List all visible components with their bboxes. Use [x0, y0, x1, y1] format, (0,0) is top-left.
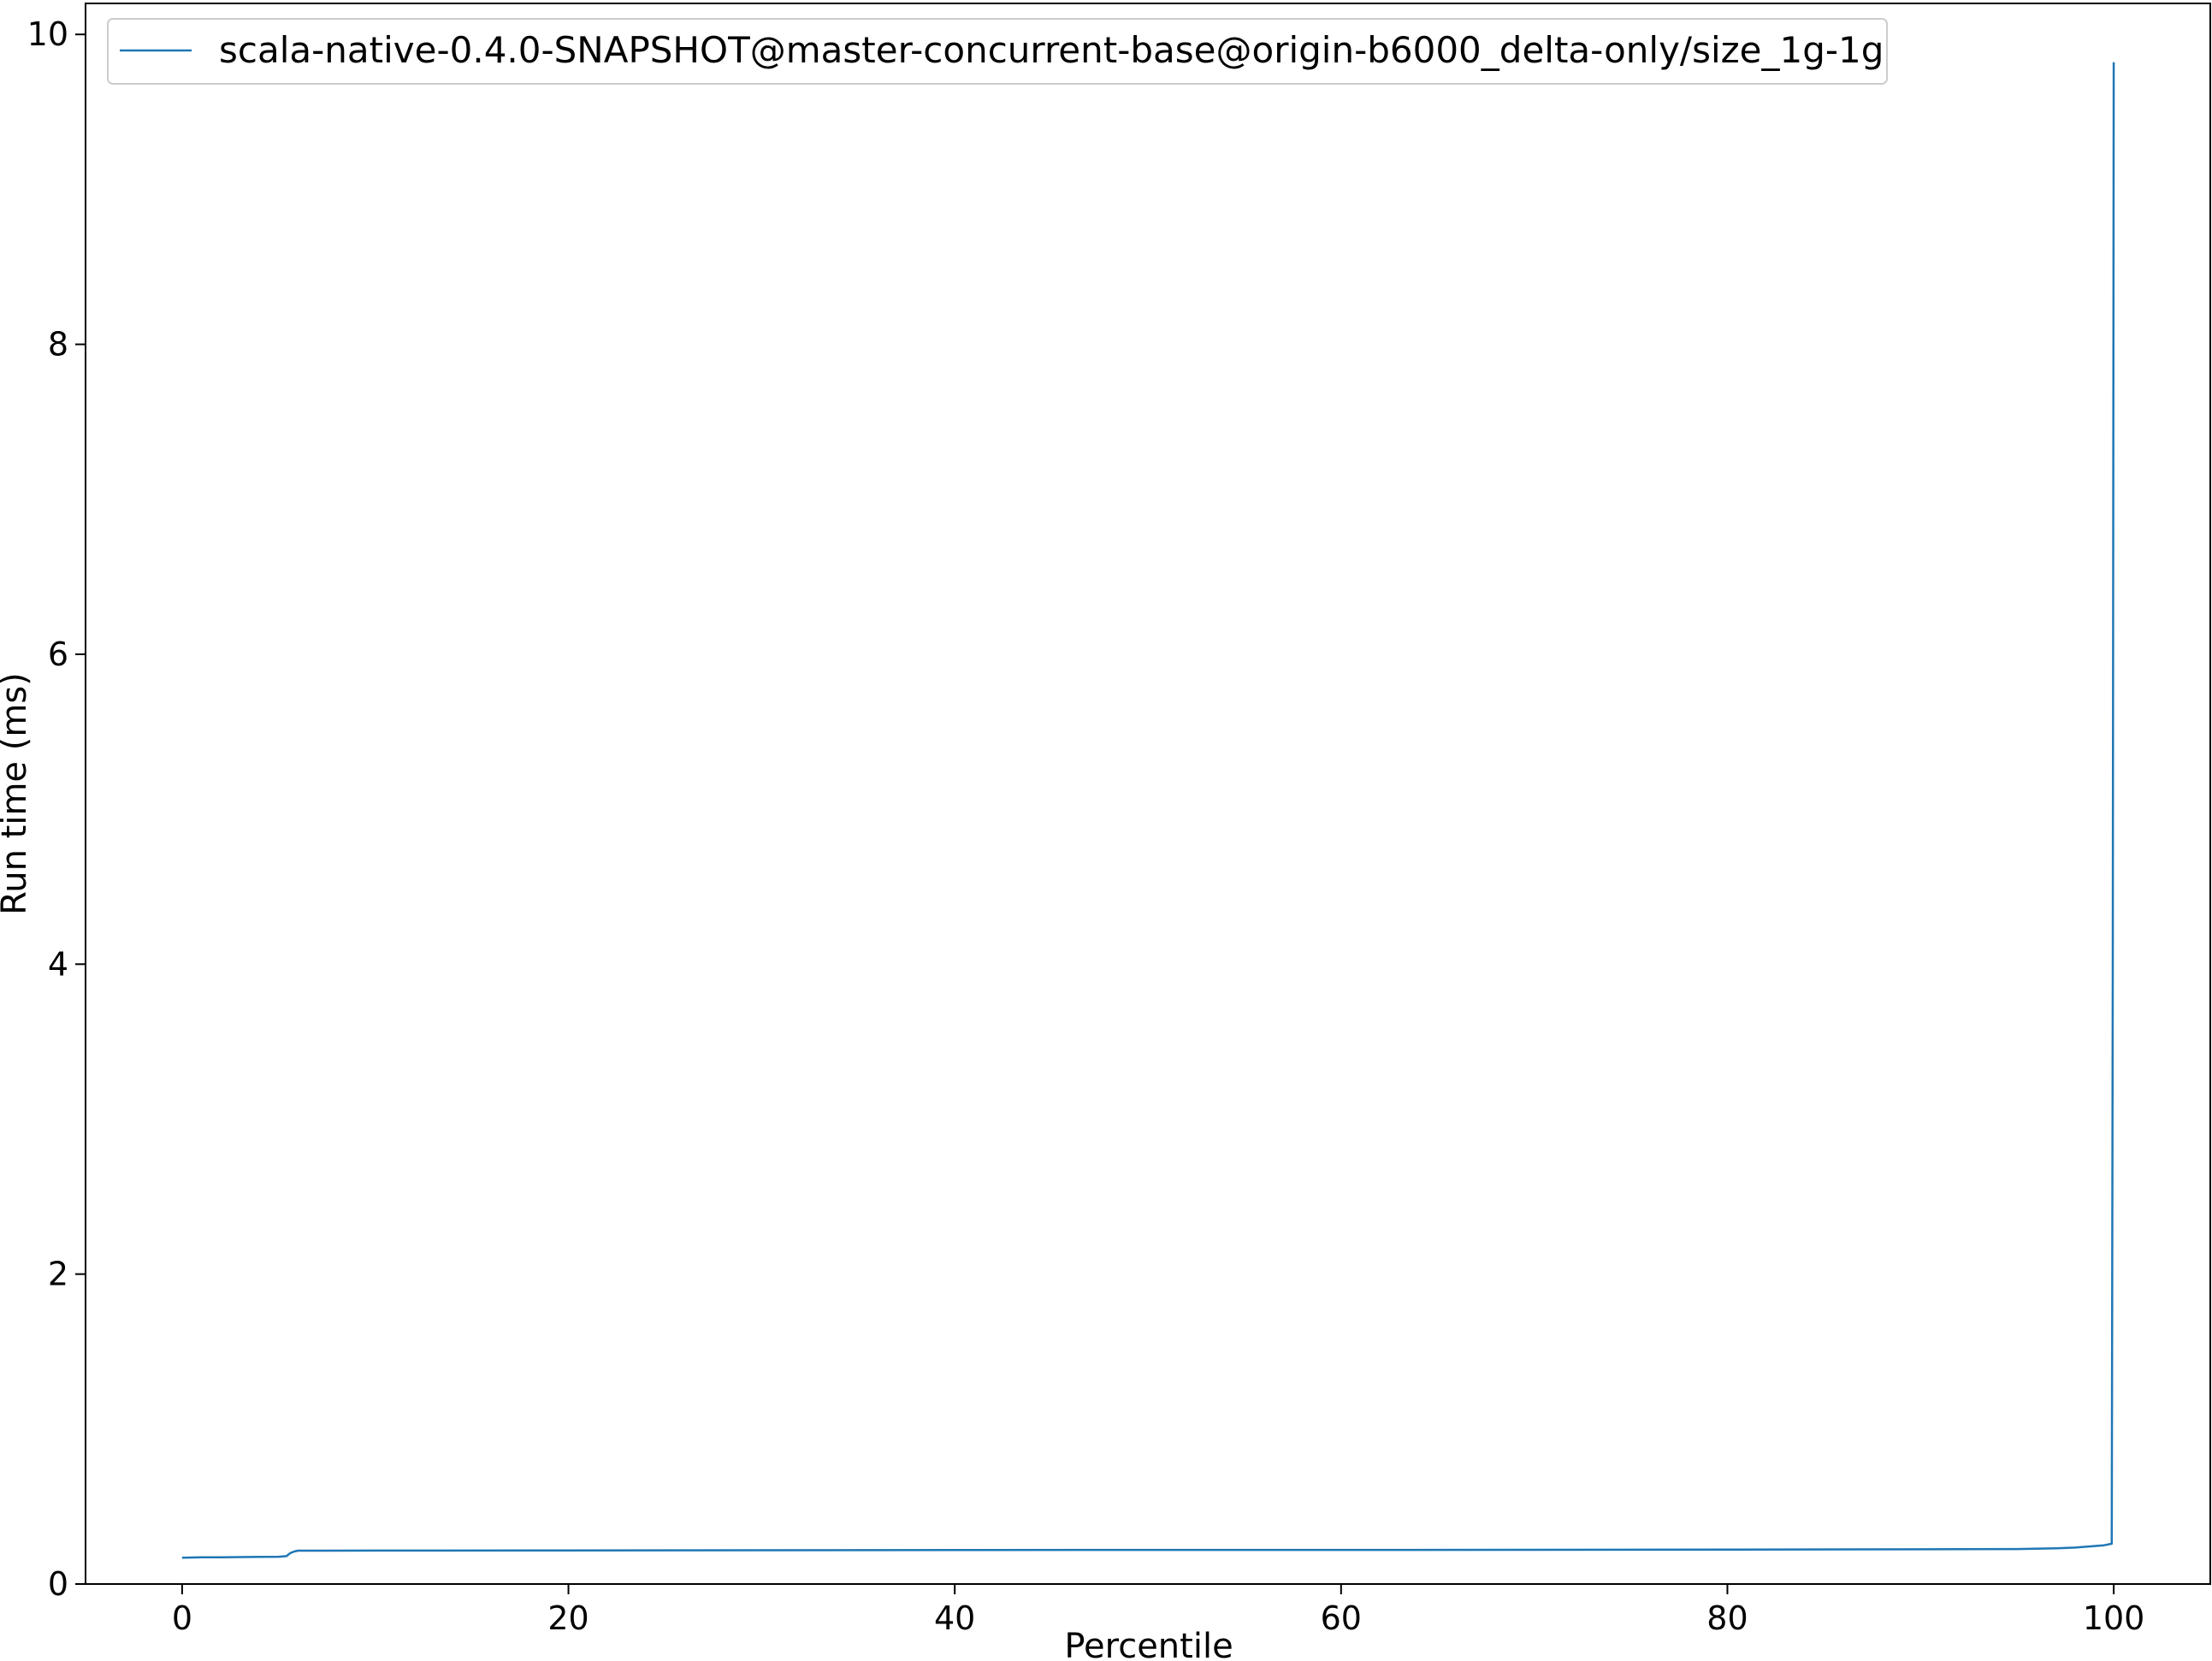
- series-layer: [181, 62, 2115, 1559]
- y-tick-label: 10: [27, 15, 68, 53]
- x-axis-label: Percentile: [1064, 1627, 1233, 1661]
- x-tick-label: 60: [1321, 1599, 1362, 1637]
- x-tick-label: 40: [934, 1599, 975, 1637]
- x-tick-label: 20: [547, 1599, 588, 1637]
- y-tick-label: 4: [48, 945, 68, 983]
- legend: scala-native-0.4.0-SNAPSHOT@master-concu…: [107, 18, 1888, 85]
- plot-frame: [85, 3, 2211, 1585]
- x-tick-label: 0: [172, 1599, 192, 1637]
- x-tick-label: 100: [2083, 1599, 2145, 1637]
- y-tick-label: 6: [48, 635, 68, 673]
- series-line: [181, 62, 2115, 1559]
- y-tick-label: 2: [48, 1256, 68, 1293]
- legend-entry-label: scala-native-0.4.0-SNAPSHOT@master-concu…: [219, 29, 1884, 71]
- x-tick-label: 80: [1706, 1599, 1748, 1637]
- y-axis-label: Run time (ms): [0, 672, 34, 915]
- y-tick-label: 0: [48, 1565, 68, 1603]
- y-tick-label: 8: [48, 326, 68, 364]
- ticks: 0 20 40 60 80 100 0 2 4 6 8 10: [27, 15, 2145, 1637]
- legend-box: [107, 18, 1888, 85]
- axes: [85, 3, 2211, 1585]
